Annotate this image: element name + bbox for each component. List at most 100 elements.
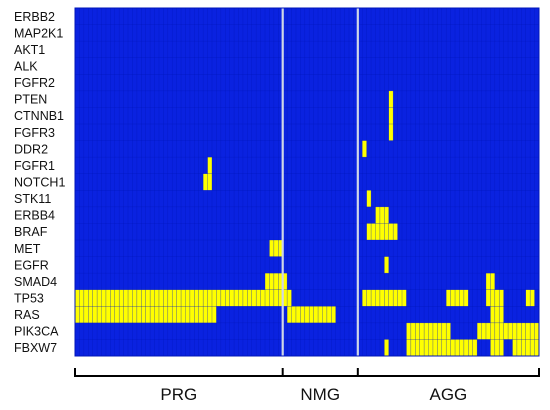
mutated-cell (123, 306, 129, 323)
mutated-cell (366, 289, 372, 307)
mutated-cell (167, 306, 173, 323)
mutated-cell (119, 306, 124, 323)
mutated-cell (229, 289, 235, 307)
mutated-cell (194, 306, 199, 323)
mutated-cell (490, 273, 495, 290)
mutated-cell (278, 240, 283, 257)
mutated-cell (371, 289, 376, 307)
mutated-cell (163, 289, 168, 307)
mutated-cell (203, 306, 208, 323)
mutated-cell (273, 240, 279, 257)
mutated-cell (318, 306, 323, 323)
mutated-cell (485, 322, 491, 340)
mutated-cell (291, 306, 296, 323)
mutated-cell (282, 289, 288, 307)
mutated-cell (203, 173, 208, 191)
mutated-cell (384, 289, 389, 307)
mutated-cell (437, 339, 442, 356)
mutated-cell (203, 289, 208, 307)
mutated-cell (211, 306, 217, 323)
mutated-cell (424, 339, 429, 356)
mutated-cell (136, 306, 142, 323)
mutated-cell (463, 339, 469, 356)
mutated-cell (375, 289, 380, 307)
mutated-cell (158, 289, 164, 307)
row-label: FGFR2 (14, 76, 55, 90)
mutated-cell (128, 306, 133, 323)
mutated-cell (114, 306, 120, 323)
mutated-cell (225, 289, 230, 307)
mutated-cell (424, 322, 429, 340)
mutated-cell (150, 306, 155, 323)
heatmap-border (74, 7, 540, 357)
mutated-cell (481, 322, 486, 340)
mutated-cell (446, 339, 451, 356)
mutated-cell (216, 289, 221, 307)
row-label: PTEN (14, 93, 47, 107)
mutated-cell (375, 223, 380, 240)
mutated-cell (251, 289, 257, 307)
mutated-cell (534, 339, 539, 356)
mutated-cell (141, 306, 146, 323)
mutated-cell (362, 289, 367, 307)
mutated-cell (371, 223, 376, 240)
mutated-cell (75, 289, 80, 307)
mutated-cell (437, 322, 442, 340)
mutated-cell (185, 306, 190, 323)
mutated-cell (172, 289, 177, 307)
row-label: MET (14, 242, 41, 256)
mutated-cell (273, 273, 279, 290)
mutated-cell (132, 306, 137, 323)
mutated-cell (163, 306, 168, 323)
row-label: MAP2K1 (14, 26, 63, 40)
mutated-cell (384, 256, 389, 274)
row-label: STK11 (14, 192, 51, 206)
mutated-cell (499, 322, 504, 340)
mutated-cell (490, 306, 495, 323)
mutated-cell (384, 206, 389, 224)
mutated-cell (415, 322, 420, 340)
mutated-cell (530, 322, 535, 340)
mutated-cell (485, 273, 491, 290)
mutated-cell (287, 306, 292, 323)
mutated-cell (101, 289, 106, 307)
mutated-cell (530, 289, 535, 307)
mutated-cell (198, 289, 204, 307)
mutated-cell (388, 289, 394, 307)
mutated-cell (397, 289, 403, 307)
mutated-cell (265, 273, 270, 290)
mutated-cell (260, 289, 266, 307)
mutated-cell (256, 289, 261, 307)
mutated-cell (406, 322, 411, 340)
mutated-cell (525, 322, 531, 340)
mutated-cell (273, 289, 279, 307)
mutated-cell (176, 289, 182, 307)
mutated-cell (304, 306, 310, 323)
mutated-cell (472, 339, 478, 356)
mutated-cell (490, 322, 495, 340)
mutated-cell (313, 306, 319, 323)
mutated-cell (167, 289, 173, 307)
mutated-cell (521, 322, 526, 340)
mutated-cell (366, 190, 372, 207)
mutated-cell (512, 322, 517, 340)
mutated-cell (88, 289, 93, 307)
mutated-cell (207, 289, 212, 307)
mutated-cell (379, 289, 385, 307)
mutated-cell (362, 140, 367, 158)
mutated-cell (154, 306, 159, 323)
mutated-cell (207, 173, 212, 191)
mutated-cell (220, 289, 226, 307)
row-label: PIK3CA (14, 325, 59, 339)
mutated-cell (110, 306, 115, 323)
mutated-cell (189, 306, 195, 323)
mutated-cell (388, 223, 394, 240)
mutated-cell (375, 206, 380, 224)
mutated-cell (198, 306, 204, 323)
mutated-cell (441, 322, 447, 340)
mutated-cell (393, 223, 398, 240)
mutated-cell (494, 306, 500, 323)
group-label: PRG (160, 385, 197, 404)
mutated-cell (150, 289, 155, 307)
